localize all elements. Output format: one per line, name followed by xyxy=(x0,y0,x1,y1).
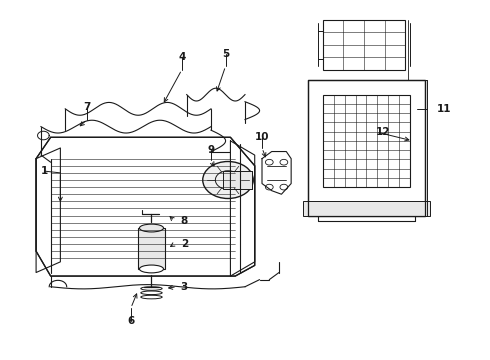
Text: 11: 11 xyxy=(437,104,451,114)
Text: 5: 5 xyxy=(222,49,229,59)
Bar xyxy=(323,95,410,187)
Text: 8: 8 xyxy=(181,216,188,226)
Bar xyxy=(308,80,425,216)
Text: 9: 9 xyxy=(207,145,215,155)
Circle shape xyxy=(203,162,253,198)
Text: 3: 3 xyxy=(181,282,188,292)
Text: 1: 1 xyxy=(41,166,48,176)
Text: 12: 12 xyxy=(376,127,391,137)
Bar xyxy=(138,228,165,269)
Text: 10: 10 xyxy=(255,132,269,142)
Polygon shape xyxy=(36,137,255,276)
Text: 2: 2 xyxy=(181,239,188,249)
Text: 7: 7 xyxy=(83,102,91,112)
Text: 4: 4 xyxy=(178,52,186,62)
Ellipse shape xyxy=(140,224,164,232)
Text: 6: 6 xyxy=(127,316,134,325)
Bar xyxy=(323,20,405,70)
Bar xyxy=(303,201,430,216)
Bar xyxy=(223,171,252,189)
Ellipse shape xyxy=(140,265,164,273)
